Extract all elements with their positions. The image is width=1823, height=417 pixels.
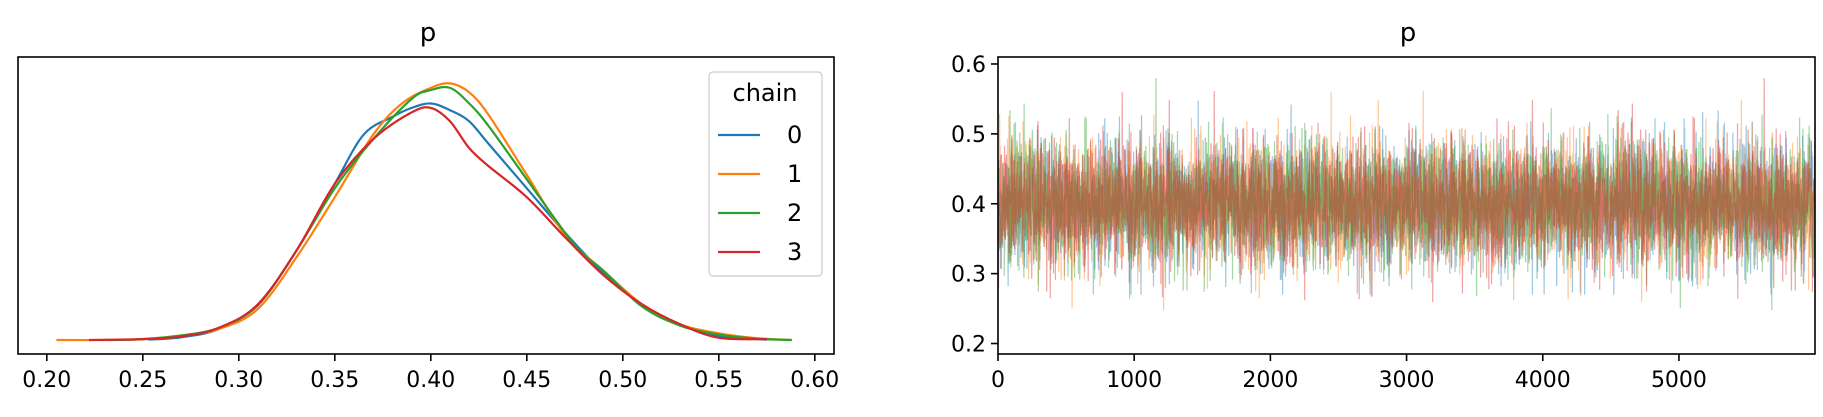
density-x-tick-label: 0.55 <box>694 368 743 393</box>
legend-label-chain-3: 3 <box>787 238 802 266</box>
density-x-tick-label: 0.60 <box>790 368 839 393</box>
trace-y-ticks: 0.2 0.3 0.4 0.5 0.6 <box>951 53 998 358</box>
density-series-group <box>56 82 792 342</box>
density-x-tick-label: 0.40 <box>406 368 455 393</box>
trace-y-tick-label: 0.4 <box>951 193 986 218</box>
trace-panel: p 0 1000 2000 3000 4000 5000 0.2 0.3 0.4 0.5 0.6 <box>951 18 1816 393</box>
density-x-tick-label: 0.30 <box>214 368 263 393</box>
density-panel: p 0.20 0.25 0.30 0.35 0.40 0.45 0.50 0.55 0.60 c… <box>17 18 839 393</box>
density-line-chain-2 <box>110 85 792 342</box>
density-x-tick-label: 0.50 <box>598 368 647 393</box>
density-line-chain-0 <box>148 102 767 341</box>
legend-label-chain-1: 1 <box>787 160 802 188</box>
trace-x-tick-label: 5000 <box>1651 368 1707 393</box>
density-x-tick-label: 0.25 <box>118 368 167 393</box>
trace-y-tick-label: 0.2 <box>951 333 986 358</box>
trace-x-ticks: 0 1000 2000 3000 4000 5000 <box>991 354 1707 393</box>
trace-line-chain-2 <box>998 77 1815 311</box>
trace-y-tick-label: 0.5 <box>951 123 986 148</box>
trace-line-chain-0 <box>998 100 1815 295</box>
legend-label-chain-0: 0 <box>787 121 802 149</box>
trace-series-group <box>998 77 1815 311</box>
density-title: p <box>420 18 437 48</box>
density-x-ticks: 0.20 0.25 0.30 0.35 0.40 0.45 0.50 0.55 0.60 <box>22 354 839 393</box>
trace-y-tick-label: 0.3 <box>951 263 986 288</box>
density-axes-frame <box>17 56 835 355</box>
density-x-tick-label: 0.45 <box>502 368 551 393</box>
trace-line-chain-1 <box>998 91 1815 311</box>
density-x-tick-label: 0.35 <box>310 368 359 393</box>
legend-label-chain-2: 2 <box>787 199 802 227</box>
trace-title: p <box>1400 18 1417 48</box>
trace-x-tick-label: 1000 <box>1106 368 1162 393</box>
trace-y-tick-label: 0.6 <box>951 53 986 78</box>
legend-entries: 0 1 2 3 <box>718 121 802 266</box>
legend-frame <box>708 71 823 277</box>
trace-x-tick-label: 0 <box>991 368 1005 393</box>
chain-legend: chain 0 1 2 3 <box>708 71 823 277</box>
trace-x-tick-label: 4000 <box>1515 368 1571 393</box>
density-x-tick-label: 0.20 <box>22 368 71 393</box>
trace-line-chain-3 <box>998 77 1815 302</box>
trace-x-tick-label: 2000 <box>1242 368 1298 393</box>
density-line-chain-1 <box>56 82 792 342</box>
trace-x-tick-label: 3000 <box>1379 368 1435 393</box>
legend-title: chain <box>733 79 798 107</box>
density-line-chain-3 <box>88 106 767 342</box>
